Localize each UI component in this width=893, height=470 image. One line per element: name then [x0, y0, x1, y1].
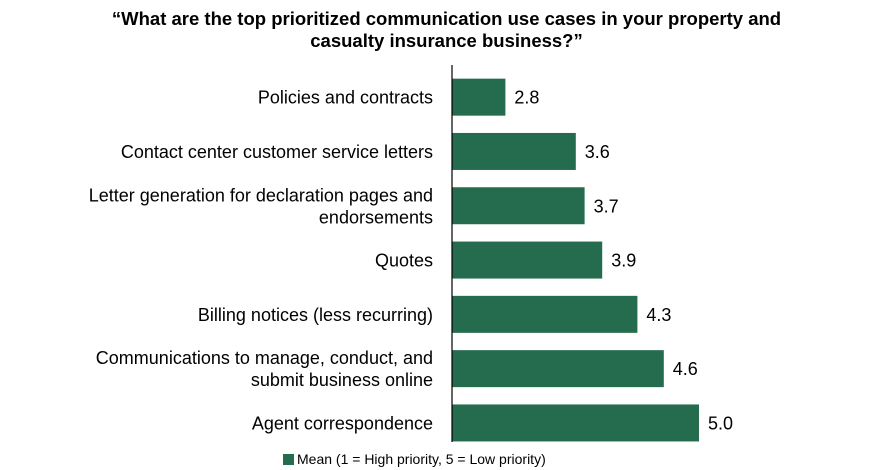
data-label: 2.8	[514, 88, 539, 108]
bar	[452, 132, 576, 170]
category-label: Letter generation for declaration pages …	[89, 185, 433, 205]
data-label: 5.0	[708, 413, 733, 433]
bar	[452, 78, 506, 116]
category-label: Billing notices (less recurring)	[198, 305, 433, 325]
category-label: Quotes	[375, 251, 433, 271]
category-label: Agent correspondence	[252, 413, 433, 433]
category-label: Contact center customer service letters	[121, 142, 433, 162]
category-label: submit business online	[251, 370, 433, 390]
chart-title: “What are the top prioritized communicat…	[0, 8, 893, 52]
chart-title-line-2: casualty insurance business?”	[310, 30, 583, 51]
category-label: Communications to manage, conduct, and	[96, 348, 433, 368]
chart-title-line-1: “What are the top prioritized communicat…	[111, 8, 782, 29]
data-label: 4.6	[673, 359, 698, 379]
bar	[452, 404, 699, 442]
bar	[452, 241, 603, 279]
data-label: 3.6	[585, 142, 610, 162]
legend: Mean (1 = High priority, 5 = Low priorit…	[283, 451, 546, 467]
legend-label: Mean (1 = High priority, 5 = Low priorit…	[297, 451, 546, 467]
category-label: endorsements	[319, 207, 433, 227]
legend-swatch	[283, 453, 294, 465]
data-label: 3.9	[611, 251, 636, 271]
bar	[452, 295, 638, 333]
data-label: 3.7	[594, 196, 619, 216]
bar	[452, 350, 664, 388]
data-label: 4.3	[646, 305, 671, 325]
bar	[452, 187, 585, 225]
category-label: Policies and contracts	[258, 88, 433, 108]
